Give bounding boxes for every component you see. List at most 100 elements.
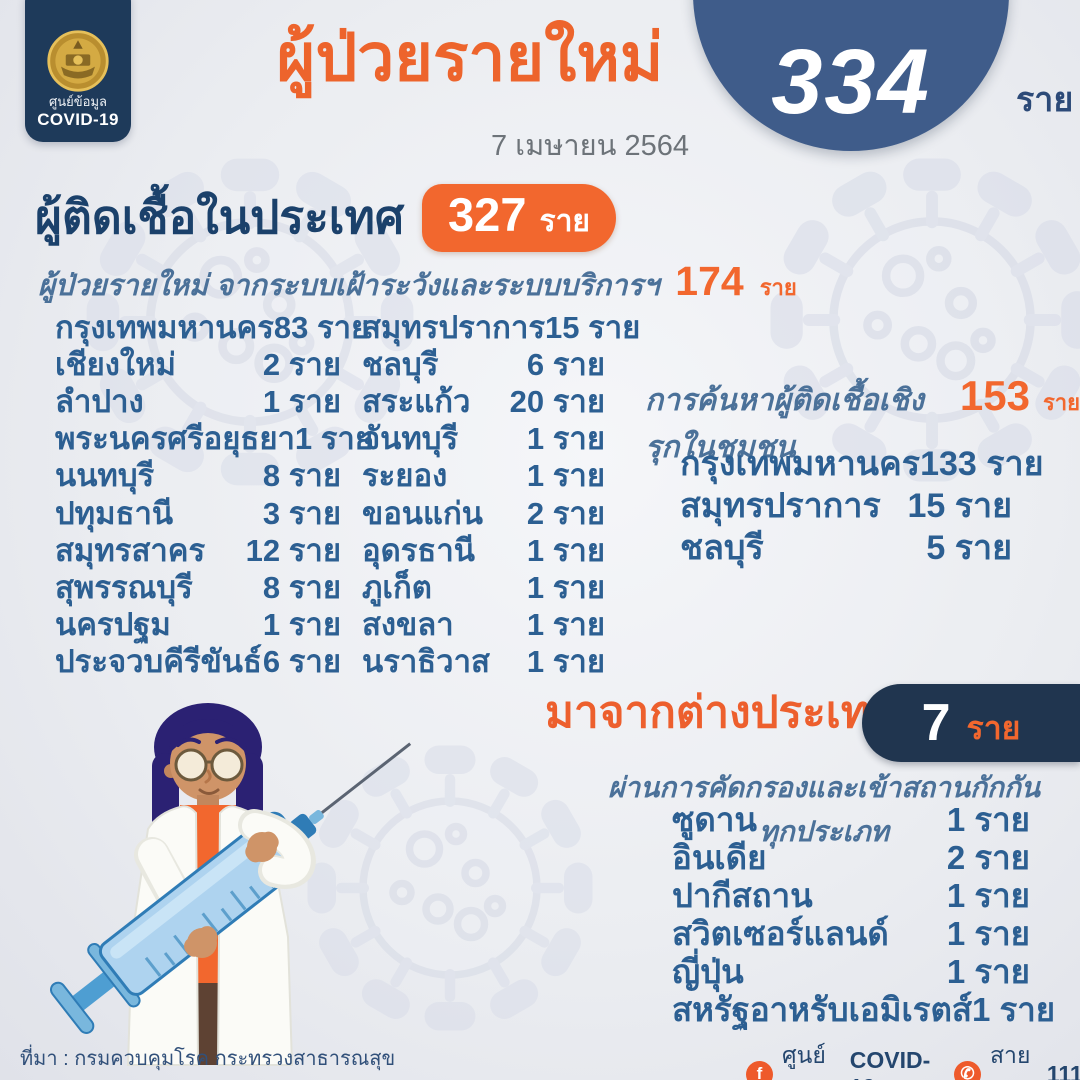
domestic-count-badge: 327 ราย xyxy=(422,184,617,252)
country-name: ซูดาน xyxy=(672,800,757,838)
table-row: ภูเก็ต 1 ราย xyxy=(362,568,605,605)
table-row: กรุงเทพมหานคร 83 ราย xyxy=(55,308,369,345)
abroad-subheader: ผ่านการคัดกรองและเข้าสถานกักกันทุกประเภท xyxy=(608,772,1040,847)
province-count: 12 ราย xyxy=(245,532,341,568)
hotline-number: 1111 xyxy=(1046,1060,1080,1080)
province-count: 5 ราย xyxy=(926,529,1012,567)
surveillance-count: 174 xyxy=(675,258,744,304)
province-name: จันทบุรี xyxy=(362,421,459,457)
country-count: 1 ราย xyxy=(946,876,1030,914)
table-row: สระแก้ว 20 ราย xyxy=(362,382,605,419)
page-title: ผู้ป่วยรายใหม่ xyxy=(276,20,664,94)
province-name: สระแก้ว xyxy=(362,383,471,419)
province-name: สุพรรณบุรี xyxy=(55,569,193,605)
province-name: ชลบุรี xyxy=(680,529,764,567)
table-row: ประจวบคีรีขันธ์ 6 ราย xyxy=(55,643,341,680)
table-row: ชลบุรี 5 ราย xyxy=(680,526,1012,568)
province-count: 15 ราย xyxy=(907,487,1012,525)
table-row: นราธิวาส 1 ราย xyxy=(362,643,605,680)
table-row: เชียงใหม่ 2 ราย xyxy=(55,345,341,382)
province-count: 20 ราย xyxy=(509,383,605,419)
proactive-count-unit: ราย xyxy=(1042,390,1080,415)
table-row: ซูดาน 1 ราย xyxy=(672,800,1030,838)
province-count: 1 ราย xyxy=(526,644,605,680)
province-count: 1 ราย xyxy=(526,607,605,643)
total-cases-badge: 334 xyxy=(693,0,1009,151)
province-name: นราธิวาส xyxy=(362,644,490,680)
province-count: 2 ราย xyxy=(262,346,341,382)
country-name: สวิตเซอร์แลนด์ xyxy=(672,914,889,952)
province-count: 1 ราย xyxy=(294,421,373,457)
table-row: ชลบุรี 6 ราย xyxy=(362,345,605,382)
table-row: นครปฐม 1 ราย xyxy=(55,606,341,643)
province-table-column2: สมุทรปราการ 15 ราย ชลบุรี 6 ราย สระแก้ว 20 … xyxy=(362,308,640,680)
province-name: สมุทรปราการ xyxy=(680,487,881,525)
province-name: อุดรธานี xyxy=(362,532,475,568)
logo-text-line1: ศูนย์ข้อมูล xyxy=(49,93,107,109)
province-count: 2 ราย xyxy=(526,495,605,531)
table-row: สมุทรสาคร 12 ราย xyxy=(55,531,341,568)
table-row: สุพรรณบุรี 8 ราย xyxy=(55,568,341,605)
surveillance-unit: ราย xyxy=(759,275,797,300)
table-row: ปทุมธานี 3 ราย xyxy=(55,494,341,531)
province-name: นนทบุรี xyxy=(55,458,155,494)
province-name: ประจวบคีรีขันธ์ xyxy=(55,644,262,680)
country-name: อินเดีย xyxy=(672,838,767,876)
province-count: 15 ราย xyxy=(545,309,641,345)
ministry-seal-icon xyxy=(47,30,109,92)
province-count: 1 ราย xyxy=(526,458,605,494)
table-row: สมุทรปราการ 15 ราย xyxy=(362,308,640,345)
province-name: สมุทรสาคร xyxy=(55,532,206,568)
province-name: สงขลา xyxy=(362,607,454,643)
table-row: พระนครศรีอยุธยา 1 ราย xyxy=(55,420,373,457)
logo-text-line2: COVID-19 xyxy=(37,110,119,129)
table-row: ระยอง 1 ราย xyxy=(362,457,605,494)
province-count: 6 ราย xyxy=(262,644,341,680)
table-row: สวิตเซอร์แลนด์ 1 ราย xyxy=(672,914,1030,952)
table-row: กรุงเทพมหานคร 133 ราย xyxy=(680,442,1044,484)
abroad-count-badge: 7 ราย xyxy=(862,684,1080,762)
proactive-count: 153 xyxy=(959,372,1030,419)
province-count: 1 ราย xyxy=(262,607,341,643)
table-row: จันทบุรี 1 ราย xyxy=(362,420,605,457)
abroad-heading: มาจากต่างประเทศ xyxy=(545,688,898,737)
province-name: ภูเก็ต xyxy=(362,569,432,605)
province-name: ขอนแก่น xyxy=(362,495,483,531)
province-name: สมุทรปราการ xyxy=(362,309,546,345)
proactive-label: การค้นหาผู้ติดเชื้อเชิงรุกในชุมชน xyxy=(645,384,924,464)
surveillance-label: ผู้ป่วยรายใหม่ จากระบบเฝ้าระวังและระบบบร… xyxy=(38,270,660,302)
table-row: สงขลา 1 ราย xyxy=(362,606,605,643)
proactive-table: กรุงเทพมหานคร 133 ราย สมุทรปราการ 15 ราย ช… xyxy=(680,442,1044,568)
province-count: 1 ราย xyxy=(526,532,605,568)
table-row: ขอนแก่น 2 ราย xyxy=(362,494,605,531)
province-count: 1 ราย xyxy=(526,569,605,605)
country-name: สหรัฐอาหรับเอมิเรตส์ xyxy=(672,990,973,1028)
country-count: 1 ราย xyxy=(946,952,1030,990)
report-date: 7 เมษายน 2564 xyxy=(490,130,689,162)
table-row: ปากีสถาน 1 ราย xyxy=(672,876,1030,914)
country-count: 2 ราย xyxy=(946,838,1030,876)
province-count: 83 ราย xyxy=(273,309,370,345)
table-row: ญี่ปุ่น 1 ราย xyxy=(672,952,1030,990)
province-table-column1: กรุงเทพมหานคร 83 ราย เชียงใหม่ 2 ราย ลำปาง… xyxy=(55,308,373,680)
province-name: เชียงใหม่ xyxy=(55,346,176,382)
facebook-label: ศูนย์ข้อมูล xyxy=(782,1042,841,1080)
domestic-count-unit: ราย xyxy=(539,205,591,238)
province-name: นครปฐม xyxy=(55,607,171,643)
table-row: อุดรธานี 1 ราย xyxy=(362,531,605,568)
abroad-count: 7 xyxy=(921,694,951,752)
footer-contacts: f ศูนย์ข้อมูล COVID-19 ✆ สายด่วน 1111 xyxy=(746,1038,1080,1080)
total-cases-number: 334 xyxy=(771,31,931,133)
facebook-page-name: COVID-19 xyxy=(849,1047,931,1080)
province-name: ชลบุรี xyxy=(362,346,439,382)
abroad-count-unit: ราย xyxy=(966,709,1021,746)
country-name: ญี่ปุ่น xyxy=(672,952,744,990)
province-count: 133 ราย xyxy=(920,445,1044,483)
domestic-heading: ผู้ติดเชื้อในประเทศ xyxy=(35,191,405,244)
province-count: 1 ราย xyxy=(526,421,605,457)
province-name: พระนครศรีอยุธยา xyxy=(55,421,295,457)
total-cases-unit: ราย xyxy=(1016,81,1074,119)
province-name: ลำปาง xyxy=(55,383,144,419)
phone-icon: ✆ xyxy=(953,1060,981,1080)
